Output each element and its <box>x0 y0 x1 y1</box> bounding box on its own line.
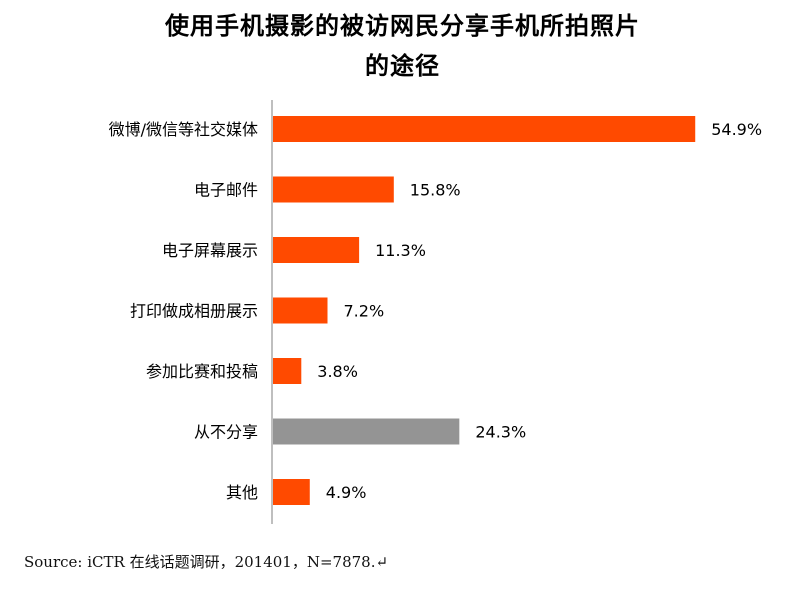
bar <box>273 116 696 142</box>
bar <box>273 297 328 324</box>
source-note: Source: iCTR 在线话题调研，201401，N=7878.↵ <box>24 553 389 571</box>
category-label: 电子邮件 <box>194 181 258 200</box>
category-label: 微博/微信等社交媒体 <box>109 120 258 139</box>
chart-title-line-2: 的途径 <box>365 52 440 80</box>
value-label: 24.3% <box>475 423 526 442</box>
category-label: 电子屏幕展示 <box>162 241 258 260</box>
value-label: 15.8% <box>410 181 461 200</box>
bar <box>273 176 394 203</box>
chart-title-line-1: 使用手机摄影的被访网民分享手机所拍照片 <box>165 12 640 40</box>
bar <box>273 237 360 263</box>
category-label: 打印做成相册展示 <box>130 302 258 321</box>
value-label: 4.9% <box>326 483 367 502</box>
category-label: 从不分享 <box>194 423 258 442</box>
value-label: 3.8% <box>317 362 358 381</box>
category-label: 参加比赛和投稿 <box>146 362 258 381</box>
value-label: 11.3% <box>375 241 426 260</box>
bar <box>273 418 460 445</box>
category-label: 其他 <box>226 483 258 502</box>
bar <box>273 479 310 505</box>
value-label: 54.9% <box>711 120 762 139</box>
bar <box>273 358 302 384</box>
value-label: 7.2% <box>344 302 385 321</box>
